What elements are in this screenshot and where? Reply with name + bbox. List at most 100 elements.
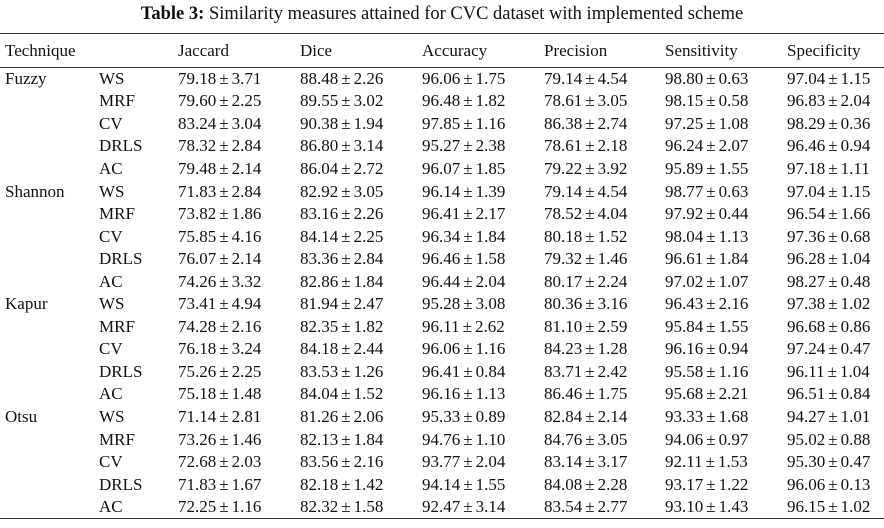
std-value: 3.32 [231, 271, 262, 291]
mean-value: 97.02 [665, 271, 704, 291]
mean-value: 82.86 [300, 271, 339, 291]
value-cell: 75.26 ±2.25 [173, 361, 295, 384]
std-value: 2.24 [597, 271, 628, 291]
plus-minus-symbol: ± [341, 204, 351, 224]
std-value: 1.16 [718, 361, 749, 381]
value-cell: 98.80 ±0.63 [660, 68, 782, 91]
std-value: 2.26 [353, 69, 384, 89]
std-value: 0.47 [840, 452, 871, 472]
value-cell: 79.14 ±4.54 [539, 180, 660, 203]
mean-value: 79.60 [178, 91, 217, 111]
std-value: 3.92 [597, 158, 628, 178]
table-row: Otsu WS 71.14 ±2.81 81.26 ±2.06 95.33 ±0.89 82.8… [0, 406, 884, 429]
value-cell: 83.24 ±3.04 [173, 113, 295, 136]
std-value: 4.54 [597, 181, 628, 201]
std-value: 2.25 [231, 91, 262, 111]
table-caption: Table 3: Similarity measures attained fo… [0, 2, 884, 26]
plus-minus-symbol: ± [463, 452, 473, 472]
value-cell: 80.18 ±1.52 [539, 225, 660, 248]
value-cell: 84.76 ±3.05 [539, 428, 660, 451]
value-cell: 83.71 ±2.42 [539, 361, 660, 384]
method-cell: CV [99, 339, 123, 359]
mean-value: 83.16 [300, 204, 339, 224]
std-value: 2.14 [231, 249, 262, 269]
std-value: 4.04 [597, 204, 628, 224]
mean-value: 97.18 [787, 158, 826, 178]
technique-cell [0, 158, 95, 181]
technique-cell: Otsu [5, 406, 38, 426]
method-cell: MRF [99, 429, 135, 449]
value-cell: 76.18 ±3.24 [173, 338, 295, 361]
plus-minus-symbol: ± [463, 181, 473, 201]
value-cell: 96.07 ±1.85 [417, 158, 539, 181]
technique-cell: Shannon [5, 181, 65, 201]
mean-value: 78.32 [178, 136, 217, 156]
value-cell: 97.04 ±1.15 [782, 180, 884, 203]
value-cell: 97.24 ±0.47 [782, 338, 884, 361]
mean-value: 83.56 [300, 452, 339, 472]
value-cell: 96.15 ±1.02 [782, 495, 884, 519]
std-value: 0.63 [718, 181, 749, 201]
std-value: 1.58 [353, 496, 384, 516]
value-cell: 71.83 ±1.67 [173, 473, 295, 496]
value-cell: 95.33 ±0.89 [417, 406, 539, 429]
mean-value: 96.83 [787, 91, 826, 111]
plus-minus-symbol: ± [706, 361, 716, 381]
plus-minus-symbol: ± [341, 226, 351, 246]
std-value: 2.16 [231, 316, 262, 336]
plus-minus-symbol: ± [219, 316, 229, 336]
value-cell: 75.18 ±1.48 [173, 383, 295, 406]
std-value: 1.84 [353, 429, 384, 449]
mean-value: 84.23 [544, 339, 583, 359]
plus-minus-symbol: ± [585, 136, 595, 156]
mean-value: 96.54 [787, 204, 826, 224]
plus-minus-symbol: ± [828, 136, 838, 156]
plus-minus-symbol: ± [706, 271, 716, 291]
std-value: 0.97 [718, 429, 749, 449]
mean-value: 96.16 [665, 339, 704, 359]
mean-value: 96.41 [422, 204, 461, 224]
value-cell: 96.11 ±1.04 [782, 361, 884, 384]
value-cell: 96.48 ±1.82 [417, 90, 539, 113]
std-value: 1.84 [353, 271, 384, 291]
mean-value: 72.68 [178, 452, 217, 472]
plus-minus-symbol: ± [341, 361, 351, 381]
plus-minus-symbol: ± [585, 496, 595, 516]
std-value: 1.48 [231, 384, 262, 404]
std-value: 1.53 [717, 452, 748, 472]
mean-value: 93.17 [665, 474, 704, 494]
value-cell: 96.24 ±2.07 [660, 135, 782, 158]
std-value: 3.08 [475, 294, 506, 314]
value-cell: 81.26 ±2.06 [295, 406, 417, 429]
std-value: 1.22 [718, 474, 749, 494]
plus-minus-symbol: ± [341, 429, 351, 449]
mean-value: 94.06 [665, 429, 704, 449]
plus-minus-symbol: ± [585, 226, 595, 246]
plus-minus-symbol: ± [828, 406, 838, 426]
mean-value: 80.18 [544, 226, 583, 246]
std-value: 2.21 [718, 384, 749, 404]
mean-value: 96.14 [422, 181, 461, 201]
mean-value: 97.38 [787, 294, 826, 314]
plus-minus-symbol: ± [706, 249, 716, 269]
mean-value: 73.82 [178, 204, 217, 224]
plus-minus-symbol: ± [706, 294, 716, 314]
plus-minus-symbol: ± [463, 204, 473, 224]
value-cell: 79.48 ±2.14 [173, 158, 295, 181]
value-cell: 73.41 ±4.94 [173, 293, 295, 316]
std-value: 2.84 [231, 136, 262, 156]
plus-minus-symbol: ± [341, 339, 351, 359]
std-value: 1.16 [475, 339, 506, 359]
value-cell: 83.53 ±1.26 [295, 361, 417, 384]
mean-value: 83.53 [300, 361, 339, 381]
mean-value: 84.14 [300, 226, 339, 246]
mean-value: 81.26 [300, 406, 339, 426]
mean-value: 82.32 [300, 496, 339, 516]
mean-value: 82.92 [300, 181, 339, 201]
caption-text: Similarity measures attained for CVC dat… [208, 4, 744, 24]
method-cell: CV [99, 226, 123, 246]
plus-minus-symbol: ± [341, 316, 351, 336]
value-cell: 96.51 ±0.84 [782, 383, 884, 406]
plus-minus-symbol: ± [219, 181, 229, 201]
std-value: 1.01 [840, 406, 871, 426]
